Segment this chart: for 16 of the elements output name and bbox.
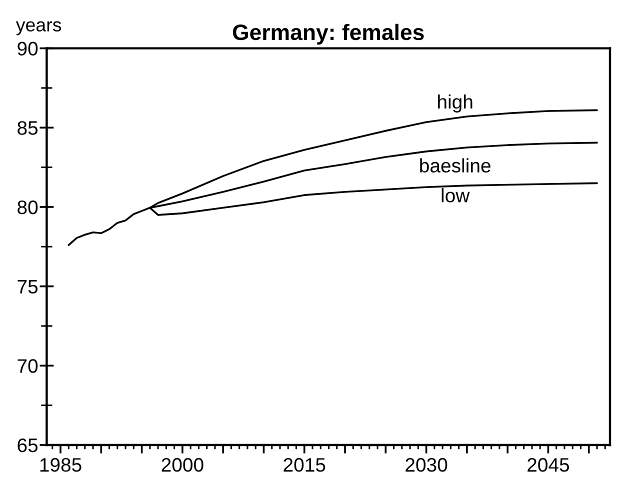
y-axis-title: years xyxy=(16,21,62,36)
series-label: low xyxy=(442,188,470,202)
y-tick-label: 85 xyxy=(18,121,38,135)
series-label: high xyxy=(438,94,472,113)
x-tick-label: 2000 xyxy=(162,458,204,472)
series-label: baesline xyxy=(420,158,490,173)
x-tick-label: 1985 xyxy=(40,458,82,472)
x-tick-label: 2045 xyxy=(528,458,570,472)
chart-title: Germany: females xyxy=(232,24,424,45)
y-tick-label: 90 xyxy=(18,42,38,56)
y-tick-label: 70 xyxy=(18,359,38,373)
x-tick-label: 2030 xyxy=(406,458,448,472)
y-tick-label: 80 xyxy=(18,200,38,214)
y-tick-label: 75 xyxy=(18,280,38,294)
x-tick-label: 2015 xyxy=(284,458,326,472)
y-tick-label: 65 xyxy=(18,438,38,452)
